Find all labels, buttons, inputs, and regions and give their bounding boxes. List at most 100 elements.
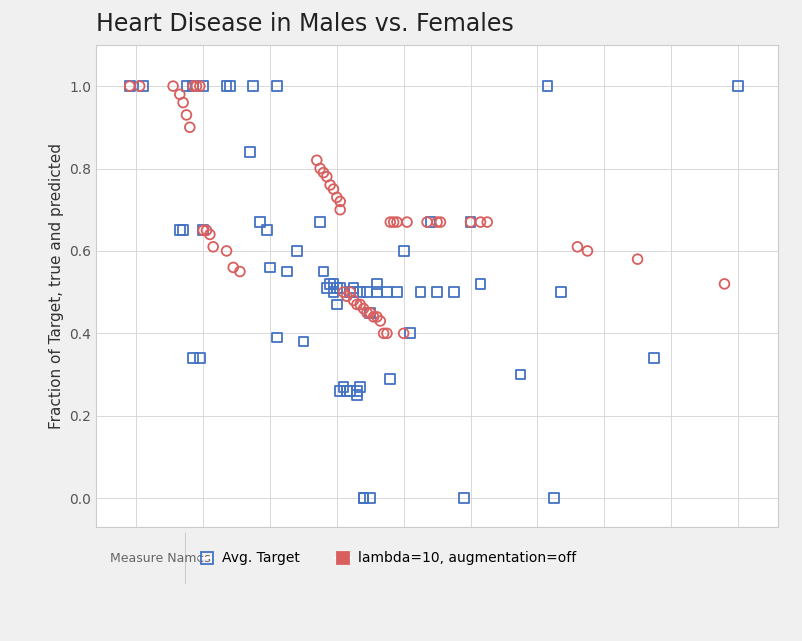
Point [341,386,354,396]
Point [184,122,196,133]
Point [374,316,387,326]
Point [367,312,380,322]
Point [554,287,567,297]
Point [180,110,193,120]
Point [581,246,594,256]
Point [196,81,209,91]
Point [334,196,346,206]
Point [227,262,240,272]
Point [514,369,527,379]
Point [187,81,200,91]
Point [324,279,337,289]
X-axis label: Average Cholesterol: Average Cholesterol [360,551,514,567]
Point [334,283,346,293]
Point [124,81,136,91]
Point [464,217,477,227]
Point [341,386,354,396]
Point [204,229,217,240]
Point [193,353,206,363]
Point [297,337,310,347]
Point [424,217,437,227]
Text: Heart Disease in Males vs. Females: Heart Disease in Males vs. Females [96,12,514,36]
Point [350,386,363,396]
Point [481,217,494,227]
Point [350,299,363,310]
Point [321,283,334,293]
Point [176,225,189,235]
Point [187,81,200,91]
Point [334,204,346,215]
Point [354,299,367,310]
Point [324,180,337,190]
Point [330,192,343,203]
Point [344,386,357,396]
Point [314,217,326,227]
Point [290,246,303,256]
Point [364,308,377,318]
Point [167,81,180,91]
Point [357,303,370,313]
Point [124,81,136,91]
Point [244,147,257,157]
Point [421,217,434,227]
Point [541,81,553,91]
Point [330,299,343,310]
Point [133,81,146,91]
Point [391,217,403,227]
Point [327,287,340,297]
Point [364,493,377,503]
Y-axis label: Fraction of Target, true and predicted: Fraction of Target, true and predicted [49,143,64,429]
Point [350,390,363,400]
Point [196,225,209,235]
Point [457,493,470,503]
Point [648,353,661,363]
Point [207,242,220,252]
Point [253,217,266,227]
Point [337,382,350,392]
Point [193,81,206,91]
Point [334,386,346,396]
Point [337,287,350,297]
Point [233,267,246,277]
Point [317,267,330,277]
Point [464,217,477,227]
Point [631,254,644,264]
Point [357,493,370,503]
Point [448,287,460,297]
Point [341,291,354,301]
Point [247,81,260,91]
Point [281,267,294,277]
Point [371,287,383,297]
Point [357,493,370,503]
Point [261,225,273,235]
Point [270,81,283,91]
Point [314,163,326,174]
Point [431,287,444,297]
Point [354,382,367,392]
Point [381,328,394,338]
Point [361,308,374,318]
Point [190,81,203,91]
Point [224,81,237,91]
Point [173,225,186,235]
Point [344,287,357,297]
Point [221,246,233,256]
Point [196,225,209,235]
Point [474,279,487,289]
Point [173,89,186,99]
Point [347,283,360,293]
Point [330,283,343,293]
Point [434,217,447,227]
Point [387,217,400,227]
Point [221,81,233,91]
Point [384,374,397,384]
Point [718,279,731,289]
Point [270,332,283,342]
Point [327,279,340,289]
Point [347,296,360,306]
Point [397,328,410,338]
Point [264,262,277,272]
Point [187,353,200,363]
Point [317,167,330,178]
Point [371,279,383,289]
